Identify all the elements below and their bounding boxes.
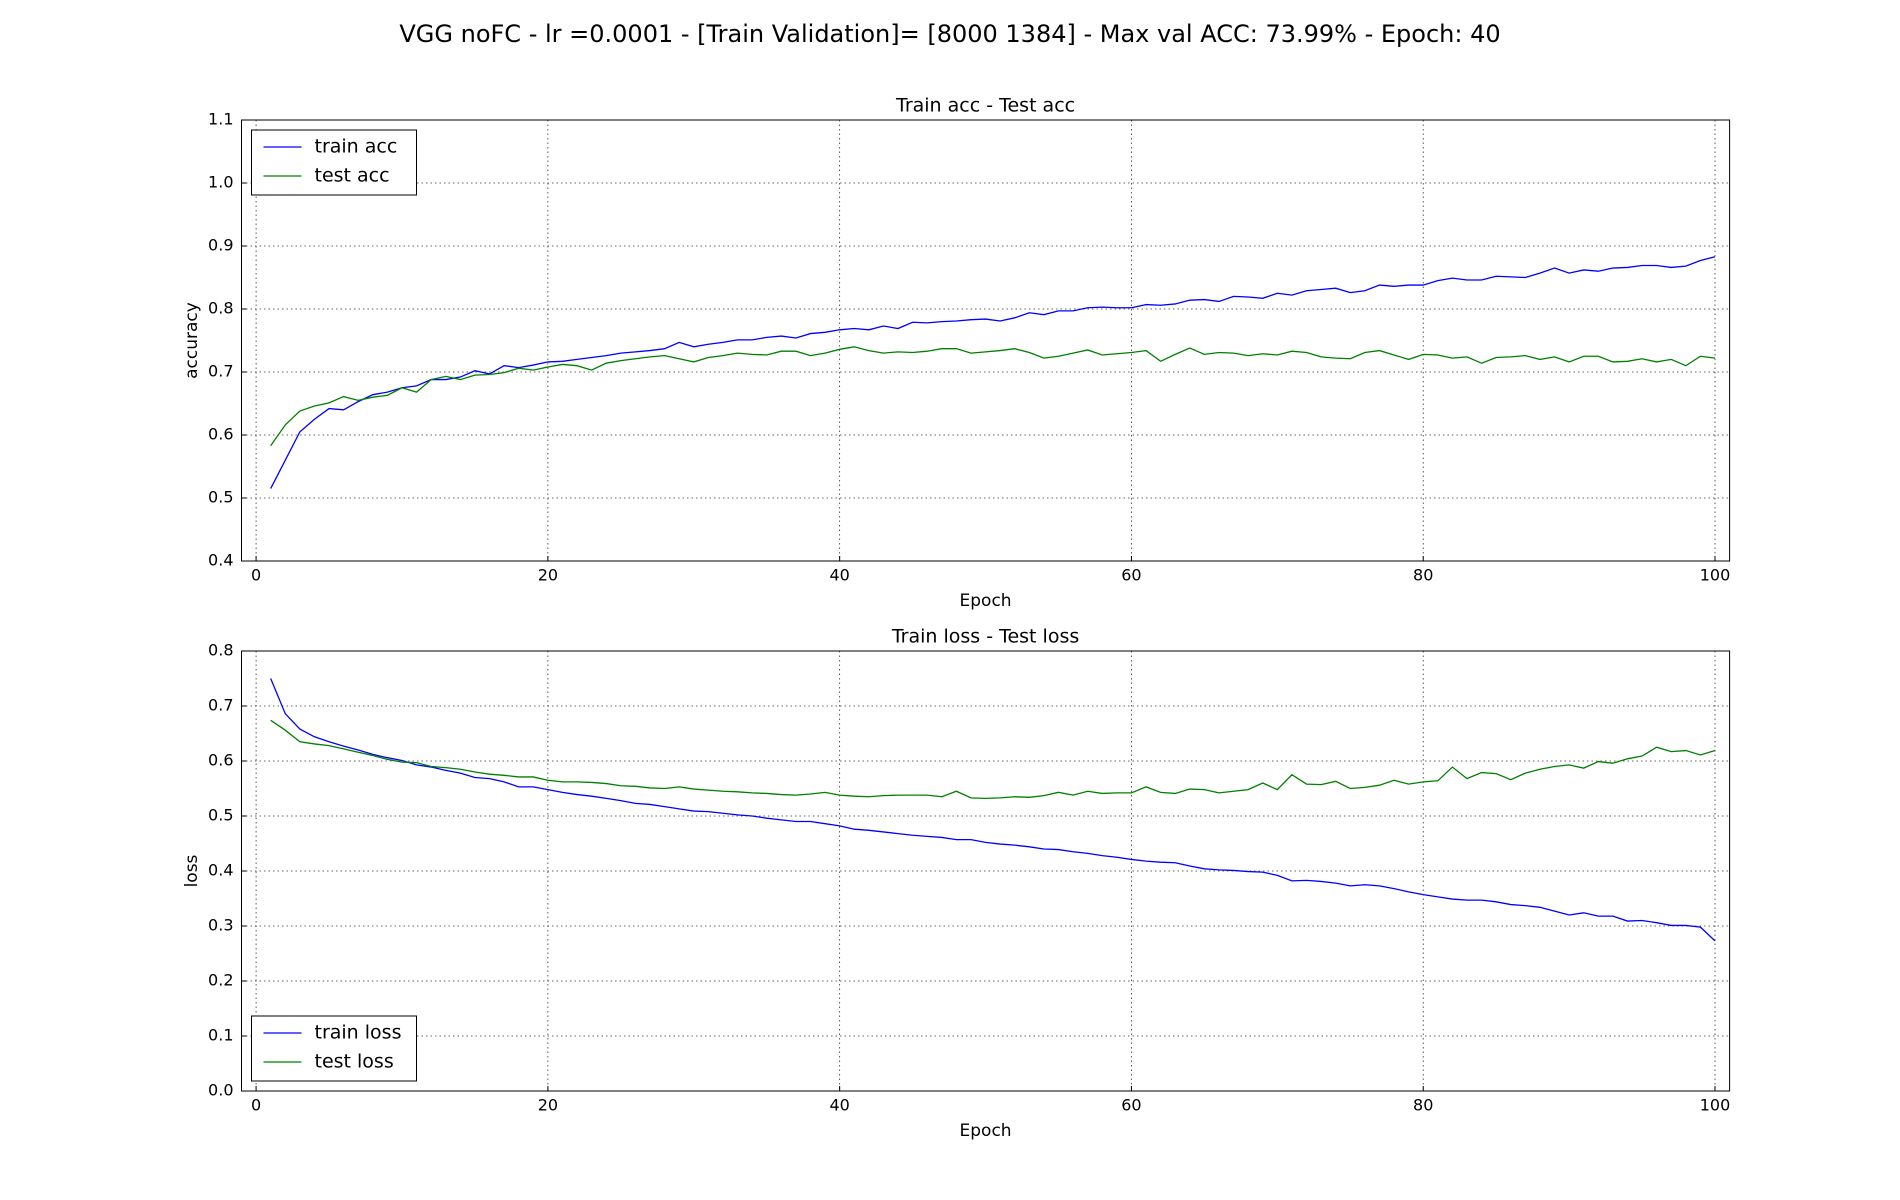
x-axis-label: Epoch — [960, 1121, 1012, 1141]
y-tick-label: 1.0 — [208, 173, 233, 192]
x-tick-label: 40 — [829, 566, 849, 585]
legend-label: test loss — [315, 1051, 394, 1073]
data-line — [270, 719, 1716, 800]
legend-box — [251, 129, 417, 196]
legend-label: train acc — [315, 136, 398, 158]
y-tick-label: 0.1 — [208, 1026, 233, 1045]
y-tick-label: 0.9 — [208, 236, 233, 255]
y-axis-label: loss — [182, 854, 202, 887]
y-tick-label: 0.6 — [208, 425, 233, 444]
y-tick-label: 1.1 — [208, 110, 233, 129]
y-tick-label: 0.4 — [208, 551, 233, 570]
y-axis-label: accuracy — [182, 302, 202, 379]
x-tick-label: 40 — [829, 1096, 849, 1115]
y-tick-label: 0.3 — [208, 916, 233, 935]
x-tick-label: 20 — [538, 1096, 558, 1115]
legend-label: test acc — [315, 165, 390, 187]
axes-title: Train acc - Test acc — [895, 95, 1075, 117]
x-tick-label: 80 — [1413, 1096, 1433, 1115]
y-tick-label: 0.0 — [208, 1081, 233, 1100]
y-tick-label: 0.5 — [208, 806, 233, 825]
figure-title: VGG noFC - lr =0.0001 - [Train Validatio… — [399, 20, 1500, 48]
y-tick-label: 0.8 — [208, 299, 233, 318]
x-tick-label: 0 — [251, 566, 261, 585]
y-tick-label: 0.8 — [208, 641, 233, 660]
y-tick-label: 0.5 — [208, 488, 233, 507]
y-tick-label: 0.7 — [208, 696, 233, 715]
x-tick-label: 100 — [1700, 566, 1731, 585]
axes-frame — [241, 650, 1731, 1092]
axes-title: Train loss - Test loss — [891, 626, 1079, 648]
x-tick-label: 60 — [1121, 1096, 1141, 1115]
x-tick-label: 60 — [1121, 566, 1141, 585]
axes-frame — [241, 119, 1731, 562]
data-line — [270, 346, 1716, 447]
y-tick-label: 0.7 — [208, 362, 233, 381]
y-tick-label: 0.2 — [208, 971, 233, 990]
x-tick-label: 20 — [538, 566, 558, 585]
x-tick-label: 0 — [251, 1096, 261, 1115]
legend-box — [251, 1015, 417, 1082]
legend-label: train loss — [315, 1022, 402, 1044]
data-line — [270, 256, 1716, 489]
y-tick-label: 0.4 — [208, 861, 233, 880]
x-axis-label: Epoch — [960, 591, 1012, 611]
x-tick-label: 100 — [1700, 1096, 1731, 1115]
x-tick-label: 80 — [1413, 566, 1433, 585]
data-line — [270, 678, 1716, 942]
y-tick-label: 0.6 — [208, 751, 233, 770]
